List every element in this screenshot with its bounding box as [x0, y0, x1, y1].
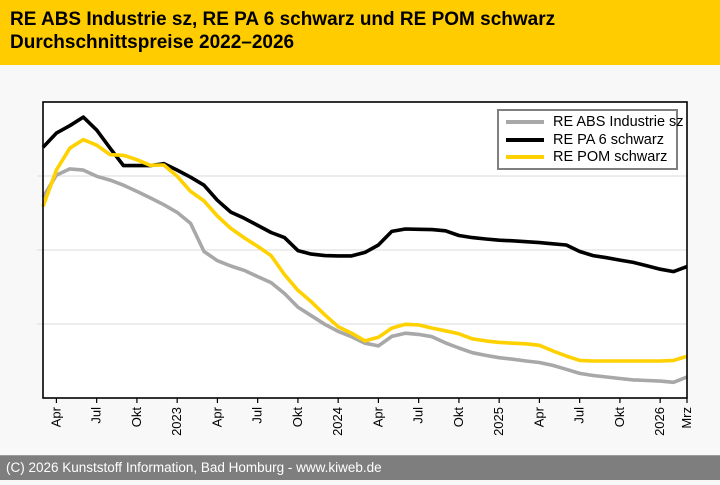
x-tick-label: Apr: [209, 406, 224, 427]
x-tick-label: 2026: [652, 407, 667, 436]
legend-entry-abs: RE ABS Industrie sz: [506, 113, 684, 131]
x-tick-label: Apr: [48, 406, 63, 427]
x-tick-label: Mrz: [679, 407, 694, 429]
x-tick-label: Okt: [451, 407, 466, 428]
x-tick-label: Jul: [572, 407, 587, 424]
x-tick-label: 2025: [491, 407, 506, 436]
legend-entry-pom: RE POM schwarz: [506, 148, 671, 166]
chart-title-line-2: Durchschnittspreise 2022–2026: [10, 32, 295, 53]
x-tick-label: Okt: [612, 407, 627, 428]
copyright-text: (C) 2026 Kunststoff Information, Bad Hom…: [6, 460, 382, 475]
pa6-line-swatch-icon: [506, 137, 544, 142]
legend-label-pa6: RE PA 6 schwarz: [553, 131, 664, 148]
chart-title-line-1: RE ABS Industrie sz, RE PA 6 schwarz und…: [10, 9, 556, 30]
series-line-re-abs-industrie-sz: [41, 167, 688, 385]
x-tick-label: 2024: [330, 407, 345, 436]
chart-legend: RE ABS Industrie sz RE PA 6 schwarz RE P…: [497, 109, 684, 170]
x-tick-label: Okt: [290, 407, 305, 428]
plot-border: [42, 101, 688, 399]
x-tick-label: Okt: [129, 407, 144, 428]
legend-label-pom: RE POM schwarz: [553, 149, 668, 166]
x-tick-label: Jul: [89, 407, 104, 424]
x-tick-label: Apr: [370, 406, 385, 427]
x-tick-label: Jul: [250, 407, 265, 424]
x-tick-label: Jul: [411, 407, 426, 424]
legend-label-abs: RE ABS Industrie sz: [553, 113, 684, 130]
pom-line-swatch-icon: [506, 155, 544, 160]
series-line-re-pom-schwarz: [41, 137, 688, 363]
legend-entry-pa6: RE PA 6 schwarz: [506, 131, 671, 149]
x-tick-label: 2023: [169, 407, 184, 436]
title-bar: RE ABS Industrie sz, RE PA 6 schwarz und…: [0, 0, 720, 65]
footer-bar: (C) 2026 Kunststoff Information, Bad Hom…: [0, 455, 720, 480]
abs-line-swatch-icon: [506, 119, 544, 124]
x-tick-label: Apr: [531, 406, 546, 427]
